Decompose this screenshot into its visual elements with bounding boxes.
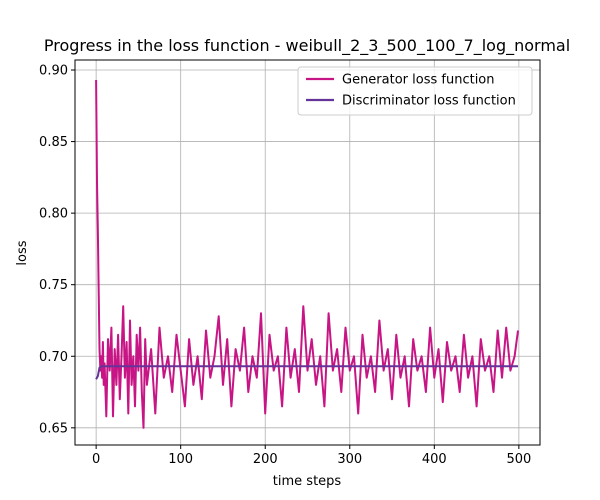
plot-lines [95, 79, 519, 429]
chart-title: Progress in the loss function - weibull_… [44, 36, 570, 56]
y-axis-ticks: 0.65 0.70 0.75 0.80 0.85 0.90 [39, 64, 75, 436]
y-tick-label: 0.70 [39, 350, 68, 365]
generator-loss-line [95, 79, 519, 429]
y-axis-label: loss [15, 240, 30, 265]
legend-frame [297, 66, 533, 116]
y-tick-label: 0.65 [39, 421, 68, 436]
x-tick-label: 100 [168, 452, 193, 467]
x-tick-label: 300 [337, 452, 362, 467]
x-axis-label: time steps [273, 474, 342, 489]
y-tick-label: 0.85 [39, 135, 68, 150]
x-tick-label: 200 [253, 452, 278, 467]
y-tick-label: 0.80 [39, 207, 68, 222]
x-tick-label: 0 [92, 452, 100, 467]
discriminator-loss-line [95, 365, 518, 380]
legend-label-discriminator: Discriminator loss function [342, 94, 516, 109]
legend: Generator loss function Discriminator lo… [297, 66, 533, 116]
x-axis-ticks: 0 100 200 300 400 500 [92, 445, 531, 467]
legend-label-generator: Generator loss function [342, 73, 495, 88]
x-tick-label: 500 [506, 452, 531, 467]
y-tick-label: 0.75 [39, 278, 68, 293]
plot-frame [74, 59, 541, 446]
x-tick-label: 400 [422, 452, 447, 467]
y-tick-label: 0.90 [39, 64, 68, 79]
grid [75, 60, 540, 445]
